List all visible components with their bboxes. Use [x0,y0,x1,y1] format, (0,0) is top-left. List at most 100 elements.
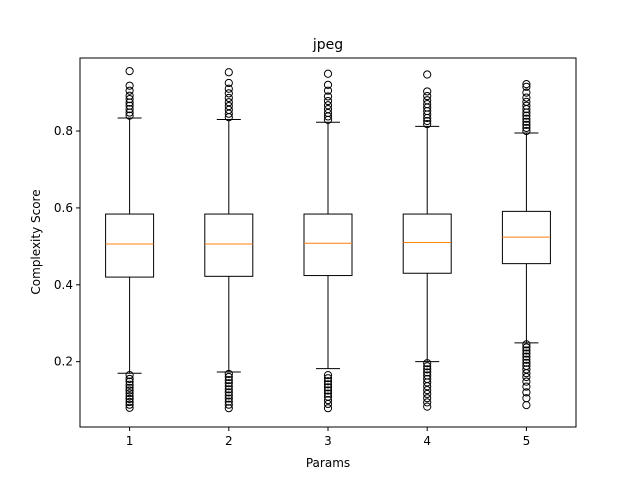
outlier-point [125,374,134,384]
outlier-point [323,105,333,114]
outlier-point [522,346,531,355]
outlier-point [224,391,233,400]
outlier-point [224,89,233,98]
outlier-point [323,371,333,380]
outlier-point [522,349,531,358]
box-iqr [402,213,452,274]
outlier-point [423,359,432,368]
chart-title: jpeg [312,37,343,53]
outlier-point [423,96,432,105]
outlier-point [423,386,432,395]
outlier-point [323,404,333,413]
outlier-point [423,70,432,79]
outlier-point [522,123,531,133]
outlier-point [125,95,134,104]
x-tick-label: 4 [423,434,431,448]
outlier-point [323,399,333,409]
x-tick-label: 3 [324,434,332,448]
outlier-point [224,388,233,397]
outlier-point [224,369,233,379]
box-iqr [303,213,353,277]
outlier-point [125,86,134,95]
outlier-point [423,365,432,374]
outlier-point [125,400,134,409]
outlier-point [125,394,134,404]
outlier-point [522,111,531,120]
outlier-point [423,87,432,96]
outlier-point [125,380,134,389]
outlier-point [522,377,531,386]
outlier-point [423,368,432,377]
outlier-point [125,105,134,114]
x-tick-label: 1 [126,434,134,448]
outlier-point [125,392,134,401]
outlier-point [522,120,531,129]
outlier-point [522,388,531,397]
outlier-point [224,78,233,88]
outlier-point [423,100,432,109]
outlier-point [125,377,134,386]
outlier-point [423,91,432,101]
outlier-point [224,98,233,107]
outlier-point [224,84,233,93]
outlier-point [522,80,531,89]
outlier-point [224,372,233,382]
outlier-point [423,394,432,403]
axes-frame [79,57,577,428]
outlier-point [522,93,531,102]
outlier-point [522,340,531,349]
outlier-point [522,352,531,361]
outlier-point [224,93,233,103]
outlier-point [423,389,432,399]
outlier-point [323,101,333,110]
outlier-point [125,403,134,412]
outlier-point [125,383,134,392]
outlier-point [522,82,531,91]
outlier-point [522,97,531,106]
outlier-point [323,377,333,386]
outlier-point [224,376,233,385]
outlier-point [522,400,531,410]
outlier-point [323,92,333,101]
outlier-point [224,68,233,77]
outlier-point [224,382,233,391]
outlier-point [125,66,134,76]
outlier-point [323,380,333,389]
outlier-point [224,385,233,394]
outlier-point [522,369,531,378]
x-tick-label: 5 [523,434,531,448]
y-tick-label: 0.6 [54,201,73,215]
outlier-point [224,379,233,388]
outlier-point [125,389,134,398]
outlier-point [125,111,134,120]
outlier-point [522,126,531,136]
outlier-point [323,86,333,95]
outlier-point [224,394,233,403]
outlier-point [423,116,432,126]
y-tick-label: 0.8 [54,124,73,138]
outlier-point [522,117,531,126]
outlier-point [323,386,333,395]
outlier-point [125,386,134,395]
x-axis-label: Params [306,456,350,470]
outlier-point [423,398,432,407]
outlier-point [224,397,233,406]
outlier-point [224,400,233,409]
box-iqr [204,213,254,277]
outlier-point [522,88,531,97]
y-tick-label: 0.2 [54,355,73,369]
outlier-point [423,402,432,411]
outlier-point [125,101,134,110]
outlier-point [323,96,333,106]
outlier-point [125,81,134,90]
outlier-point [125,91,134,100]
outlier-point [323,80,333,90]
x-tick-label: 2 [225,434,233,448]
outlier-point [423,362,432,371]
outlier-point [423,120,432,129]
outlier-point [224,404,233,413]
outlier-point [522,372,531,382]
outlier-point [522,382,531,391]
